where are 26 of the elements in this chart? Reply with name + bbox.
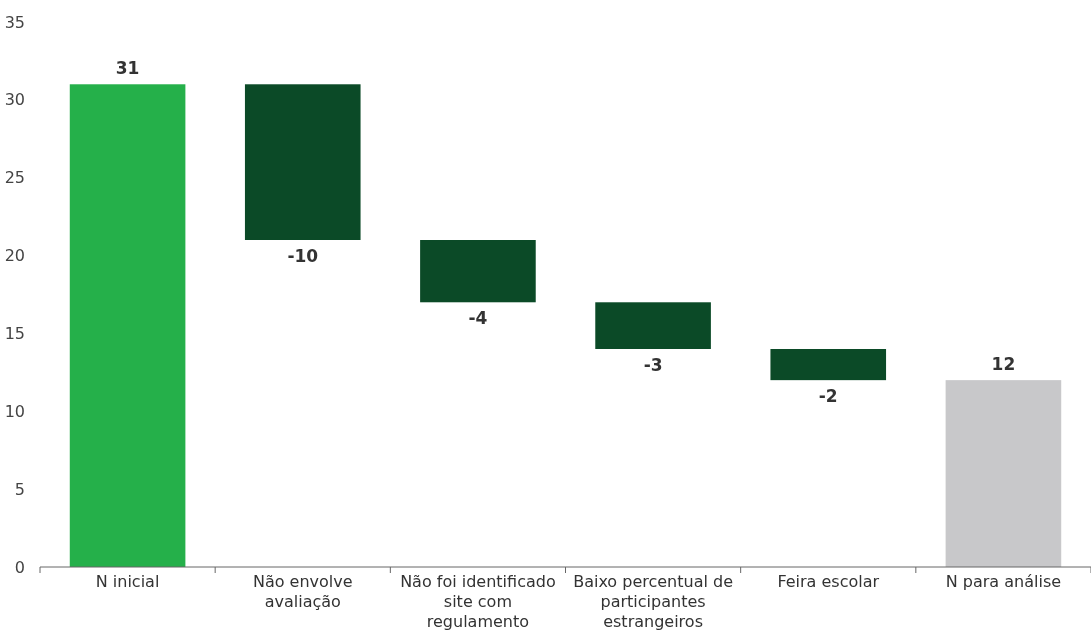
- y-tick-label: 25: [4, 168, 25, 188]
- data-label: -3: [643, 355, 663, 375]
- bar: [244, 84, 361, 240]
- bar: [945, 380, 1062, 567]
- bar: [770, 349, 887, 381]
- bar: [420, 240, 536, 303]
- y-tick-label: 10: [4, 401, 25, 421]
- y-tick-label: 20: [4, 246, 25, 266]
- bar: [595, 302, 711, 349]
- x-tick-label: N inicial: [95, 572, 160, 591]
- x-tick-label: Não envolve avaliação: [252, 572, 353, 611]
- y-tick-label: 35: [4, 12, 25, 32]
- data-label: -2: [818, 386, 838, 407]
- bar: [69, 84, 186, 567]
- y-tick-label: 30: [4, 90, 25, 110]
- y-tick-label: 5: [14, 479, 25, 499]
- y-tick-label: 15: [4, 324, 25, 344]
- data-label: -10: [287, 246, 319, 266]
- y-tick-label: 0: [14, 557, 25, 577]
- data-label: 12: [991, 354, 1016, 375]
- x-tick-label: Baixo percentual de participantes estrangeiros: [573, 572, 734, 631]
- x-tick-label: N para análise: [945, 572, 1062, 591]
- x-tick-label: Feira escolar: [777, 572, 880, 591]
- data-label: 31: [115, 58, 140, 79]
- data-label: -4: [468, 308, 488, 329]
- x-tick-label: Não foi identificado site com regulamento: [400, 572, 556, 631]
